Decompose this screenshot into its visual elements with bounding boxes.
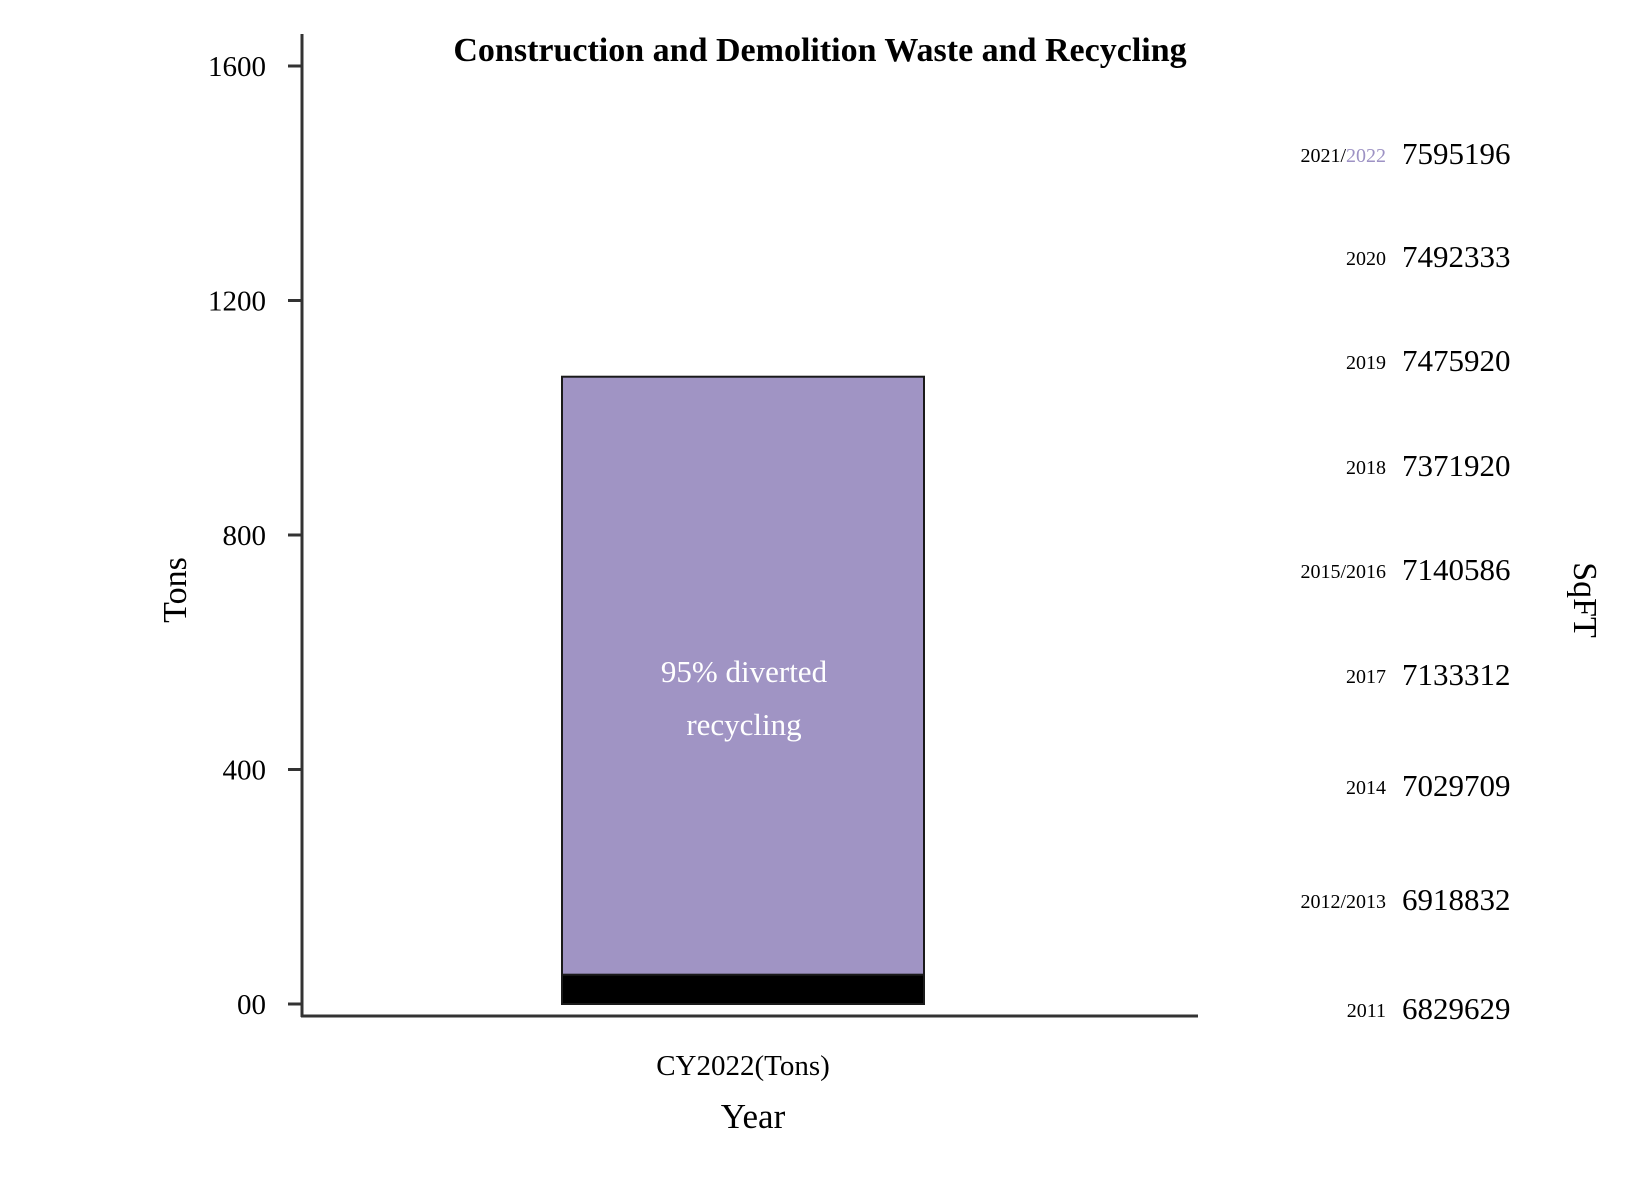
sqft-year-label: 2011 <box>1347 1000 1386 1022</box>
sqft-list: 2021/2022 7595196 2020 7492333 2019 7475920 20… <box>1300 136 1510 1026</box>
y-tick-label: 1600 <box>208 51 266 83</box>
sqft-value: 7371920 <box>1402 448 1511 483</box>
y-tick-label: 00 <box>237 989 266 1021</box>
x-category-label: CY2022(Tons) <box>656 1050 830 1082</box>
bar-segment-recycled <box>561 375 925 976</box>
bar-group: CY2022(Tons) <box>561 375 925 1082</box>
sqft-year-label: 2019 <box>1346 352 1386 374</box>
sqft-value: 7492333 <box>1402 239 1511 274</box>
bar-annotation-line2: recycling <box>686 707 801 742</box>
y-tick-label: 800 <box>223 520 267 552</box>
y-axis-title: Tons <box>157 557 194 623</box>
y-axis: 00 400 800 1200 1600 <box>208 34 304 1021</box>
sqft-value: 7133312 <box>1402 657 1511 692</box>
sqft-value: 7475920 <box>1402 343 1511 378</box>
y-tick-label: 1200 <box>208 286 266 318</box>
chart-title: Construction and Demolition Waste and Re… <box>453 32 1186 69</box>
sqft-axis-title: SqFT <box>1566 562 1603 638</box>
y-tick-label: 400 <box>223 755 267 787</box>
sqft-year-label: 2018 <box>1346 457 1386 479</box>
sqft-year-label: 2021/2022 <box>1300 145 1386 167</box>
sqft-year-label: 2017 <box>1346 666 1386 688</box>
sqft-value: 7029709 <box>1402 768 1511 803</box>
sqft-year-label: 2012/2013 <box>1300 891 1386 913</box>
bar-segment-landfill <box>561 973 925 1005</box>
sqft-value: 6829629 <box>1402 991 1511 1026</box>
sqft-value: 7140586 <box>1402 552 1511 587</box>
sqft-year-label: 2015/2016 <box>1300 561 1386 583</box>
sqft-year-label: 2020 <box>1346 248 1386 270</box>
sqft-value: 7595196 <box>1402 136 1511 171</box>
x-axis-title: Year <box>721 1097 786 1136</box>
bar-annotation-line1: 95% diverted <box>661 654 828 689</box>
sqft-year-label: 2014 <box>1346 777 1386 799</box>
sqft-value: 6918832 <box>1402 882 1511 917</box>
